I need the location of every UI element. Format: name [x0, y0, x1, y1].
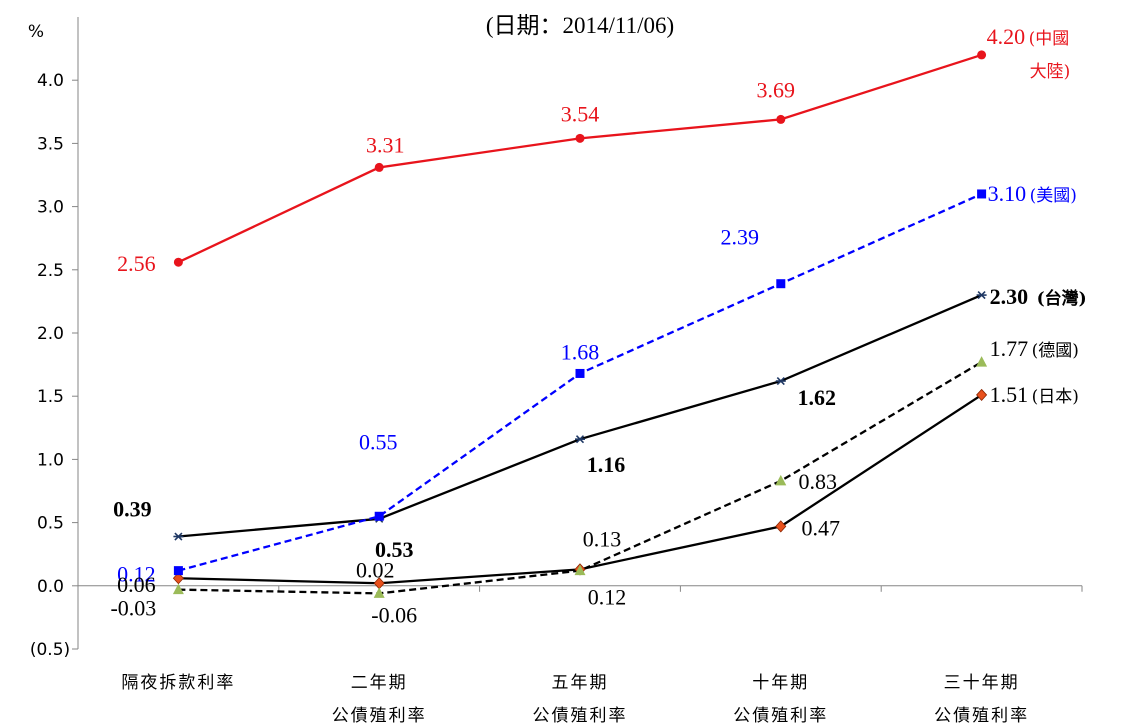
data-point: [374, 162, 384, 172]
data-label: 1.16: [587, 452, 626, 477]
data-point: [574, 564, 586, 576]
data-label: 1.68: [561, 339, 600, 364]
data-label: 0.02: [356, 557, 395, 582]
x-category-label: 公債殖利率: [934, 706, 1029, 724]
data-point: [977, 50, 987, 60]
data-point: [173, 532, 184, 541]
data-label: 3.69: [757, 77, 796, 102]
data-label: 2.30: [990, 284, 1029, 309]
chart-title: (日期：2014/11/06): [486, 13, 674, 38]
data-label: 0.12: [117, 562, 156, 587]
data-label: 0.39: [113, 497, 152, 522]
data-label: 3.54: [561, 101, 600, 126]
data-label: 1.77: [990, 336, 1029, 361]
y-tick-label: 0.0: [37, 577, 64, 597]
y-tick-label: 4.0: [37, 71, 64, 91]
series-name-label: 大陸): [1030, 62, 1071, 82]
series-name-label: (台灣): [1037, 288, 1087, 309]
series-line: [178, 361, 983, 595]
series-line: [177, 53, 982, 264]
data-label: 3.10: [988, 181, 1027, 206]
data-point: [173, 566, 183, 576]
y-tick-label: 3.5: [37, 134, 64, 154]
data-label: 0.13: [583, 526, 622, 551]
data-label: 4.20: [987, 24, 1026, 49]
y-tick-label: 1.5: [37, 387, 64, 407]
y-axis-unit: %: [28, 22, 44, 42]
y-tick-label: 0.5: [37, 514, 64, 534]
data-label: 0.53: [375, 537, 414, 562]
data-point: [373, 587, 385, 598]
y-tick-label: 1.0: [37, 450, 64, 470]
series-name-label: (德國): [1032, 341, 1079, 361]
data-label: 1.62: [798, 385, 837, 410]
data-point: [775, 520, 787, 533]
series-line: [178, 294, 983, 538]
x-category-label: 十年期: [752, 673, 809, 693]
data-label: -0.06: [371, 602, 417, 627]
data-point: [374, 511, 384, 521]
data-point: [775, 474, 787, 486]
x-category-label: 公債殖利率: [733, 706, 828, 724]
data-label: 2.56: [117, 251, 156, 276]
data-label: 0.55: [359, 429, 398, 454]
x-category-label: 二年期: [351, 673, 408, 693]
x-category-label: 三十年期: [944, 673, 1020, 693]
series-line: [178, 393, 983, 585]
data-point: [575, 435, 585, 444]
series-name-label: (美國): [1030, 186, 1077, 206]
data-point: [776, 279, 786, 289]
data-point: [172, 583, 184, 595]
y-tick-label: 3.0: [37, 198, 64, 218]
x-category-label: 公債殖利率: [332, 706, 427, 724]
data-label: -0.03: [110, 596, 156, 621]
x-category-label: 五年期: [552, 673, 609, 693]
data-point: [976, 388, 988, 402]
series-name-label: (中國: [1029, 29, 1070, 49]
data-point: [776, 114, 786, 124]
y-tick-label: 2.0: [37, 324, 64, 344]
series-line: [178, 192, 983, 572]
data-point: [976, 291, 987, 300]
data-label: 3.31: [366, 132, 405, 157]
x-category-label: 隔夜拆款利率: [121, 673, 235, 693]
data-label: 0.12: [588, 585, 627, 610]
data-label: 1.51: [990, 382, 1029, 407]
x-category-label: 公債殖利率: [533, 706, 628, 724]
data-label: 2.39: [721, 225, 760, 250]
data-point: [575, 133, 585, 143]
series-name-label: (日本): [1032, 387, 1079, 407]
data-label: 0.47: [802, 515, 841, 540]
data-point: [173, 257, 183, 267]
y-tick-label: (0.5): [30, 640, 70, 660]
y-tick-label: 2.5: [37, 261, 64, 281]
data-point: [775, 376, 786, 386]
data-point: [977, 189, 987, 199]
data-point: [575, 368, 585, 378]
data-label: 0.06: [117, 572, 156, 597]
data-label: 0.83: [799, 469, 838, 494]
data-point: [976, 356, 988, 367]
